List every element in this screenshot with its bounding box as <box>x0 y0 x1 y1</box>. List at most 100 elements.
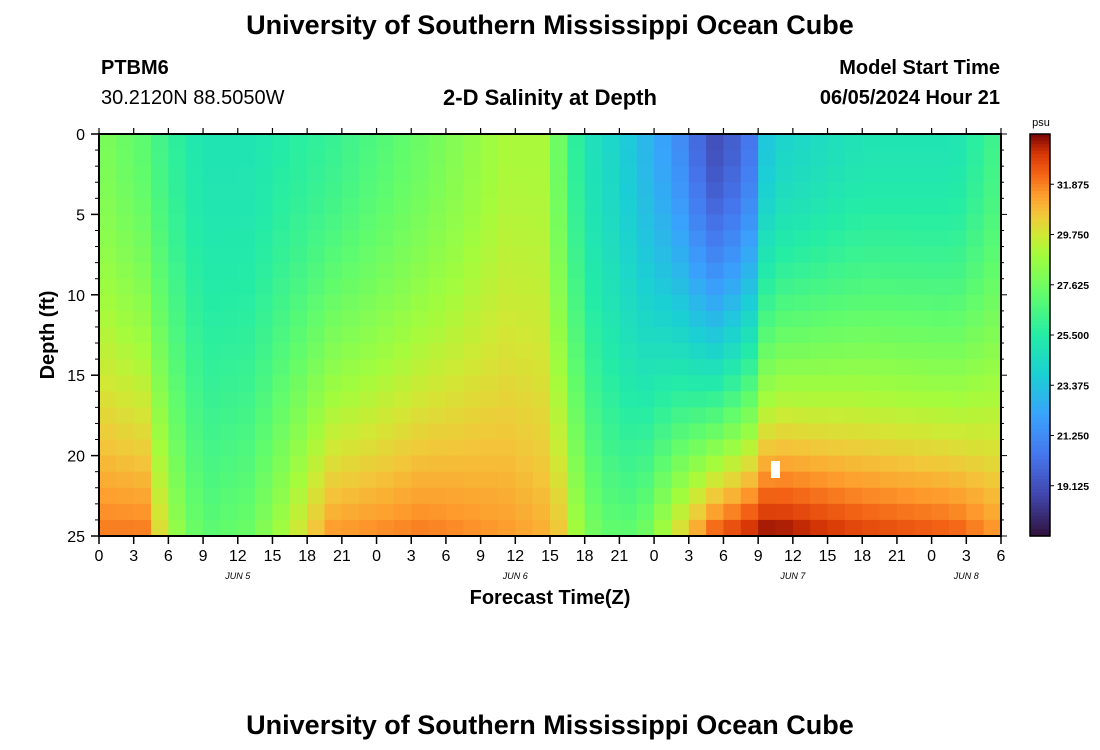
heatmap-cell <box>532 294 551 312</box>
heatmap-cell <box>255 487 274 505</box>
heatmap-cell <box>463 423 482 441</box>
heatmap-cell <box>411 455 430 473</box>
heatmap-cell <box>133 375 152 392</box>
heatmap-cell <box>480 407 499 425</box>
heatmap-cell <box>688 391 707 408</box>
heatmap-cell <box>948 262 967 280</box>
colorbar-segment <box>1030 432 1050 437</box>
heatmap-cell <box>497 246 516 264</box>
heatmap-cell <box>116 439 135 457</box>
heatmap-cell <box>133 278 152 296</box>
heatmap-cell <box>376 262 395 280</box>
heatmap-cell <box>775 343 794 360</box>
model-start-value: 06/05/2024 Hour 21 <box>819 87 1000 109</box>
heatmap-cell <box>324 407 343 425</box>
heatmap-cell <box>758 246 777 264</box>
heatmap-cell <box>688 262 707 280</box>
heatmap-cell <box>324 278 343 296</box>
heatmap-cell <box>185 198 204 215</box>
heatmap-cell <box>255 359 274 376</box>
heatmap-cell <box>341 198 360 215</box>
heatmap-cell <box>723 294 742 312</box>
heatmap-cell <box>480 278 499 296</box>
heatmap-cell <box>168 230 187 248</box>
heatmap-cell <box>463 310 482 328</box>
heatmap-cell <box>220 214 239 232</box>
heatmap-cell <box>567 326 586 344</box>
heatmap-cell <box>393 519 412 537</box>
heatmap-cell <box>376 487 395 505</box>
heatmap-cell <box>185 326 204 344</box>
heatmap-cell <box>324 375 343 392</box>
heatmap-cell <box>307 423 326 441</box>
heatmap-cell <box>584 343 603 360</box>
colorbar-segment <box>1030 194 1050 199</box>
colorbar-tick-label: 25.500 <box>1057 330 1089 342</box>
heatmap-cell <box>445 343 464 360</box>
heatmap-cell <box>896 375 915 392</box>
heatmap-cell <box>237 343 256 360</box>
heatmap-cell <box>480 455 499 473</box>
heatmap-cell <box>827 487 846 505</box>
heatmap-cell <box>168 471 187 489</box>
heatmap-cell <box>445 487 464 505</box>
heatmap-cell <box>966 326 985 344</box>
heatmap-cell <box>272 326 291 344</box>
heatmap-cell <box>307 182 326 199</box>
y-axis: 0 5 10 15 20 25 <box>67 127 1007 546</box>
heatmap-cell <box>272 214 291 232</box>
heatmap-cell <box>983 166 1002 183</box>
colorbar-segment <box>1030 512 1050 517</box>
heatmap-cell <box>497 182 516 199</box>
heatmap-cell <box>723 214 742 232</box>
heatmap-cell <box>671 343 690 360</box>
x-tick-label: 15 <box>264 548 282 565</box>
heatmap-cell <box>151 471 169 489</box>
heatmap-cell <box>688 487 707 505</box>
heatmap-cell <box>636 198 655 215</box>
heatmap-cell <box>567 150 586 167</box>
heatmap-cell <box>168 423 187 441</box>
heatmap-cell <box>116 407 135 425</box>
heatmap-cell <box>307 198 326 215</box>
heatmap-cell <box>671 503 690 521</box>
colorbar-segment <box>1030 479 1050 483</box>
heatmap-cell <box>411 230 430 248</box>
heatmap-cell <box>515 246 534 264</box>
heatmap-cell <box>99 423 117 441</box>
colorbar-segment <box>1030 495 1050 500</box>
heatmap-cell <box>775 326 794 344</box>
heatmap-cell <box>151 487 169 505</box>
heatmap-cell <box>619 278 638 296</box>
colorbar-segment <box>1030 345 1050 349</box>
heatmap-cell <box>272 359 291 376</box>
heatmap-cell <box>862 375 881 392</box>
heatmap-cell <box>758 134 777 151</box>
heatmap-cell <box>237 230 256 248</box>
heatmap-cell <box>359 150 378 167</box>
heatmap-cell <box>203 519 222 537</box>
colorbar-segment <box>1030 328 1050 333</box>
heatmap-cell <box>706 150 725 167</box>
heatmap-cell <box>289 343 308 360</box>
heatmap-cell <box>550 246 568 264</box>
colorbar-segment <box>1030 308 1050 313</box>
heatmap-cell <box>810 487 829 505</box>
colorbar-segment <box>1030 304 1050 309</box>
heatmap-cell <box>948 407 967 425</box>
heatmap-cell <box>341 471 360 489</box>
colorbar-segment <box>1030 422 1050 427</box>
heatmap-cell <box>827 519 846 537</box>
heatmap-cell <box>792 310 811 328</box>
heatmap-cell <box>896 343 915 360</box>
heatmap-cell <box>619 407 638 425</box>
heatmap-cell <box>99 487 117 505</box>
heatmap-cell <box>827 439 846 457</box>
x-axis: 0 3 6 9 12 15 18 21 0 3 6 9 12 15 18 21 0 3 6 9 12 15 18 21 0 3 6 J… <box>95 128 1006 581</box>
heatmap-cell <box>948 198 967 215</box>
heatmap-cell <box>827 310 846 328</box>
heatmap-cell <box>723 407 742 425</box>
heatmap-cell <box>341 343 360 360</box>
heatmap-cell <box>775 407 794 425</box>
colorbar-segment <box>1030 144 1050 148</box>
